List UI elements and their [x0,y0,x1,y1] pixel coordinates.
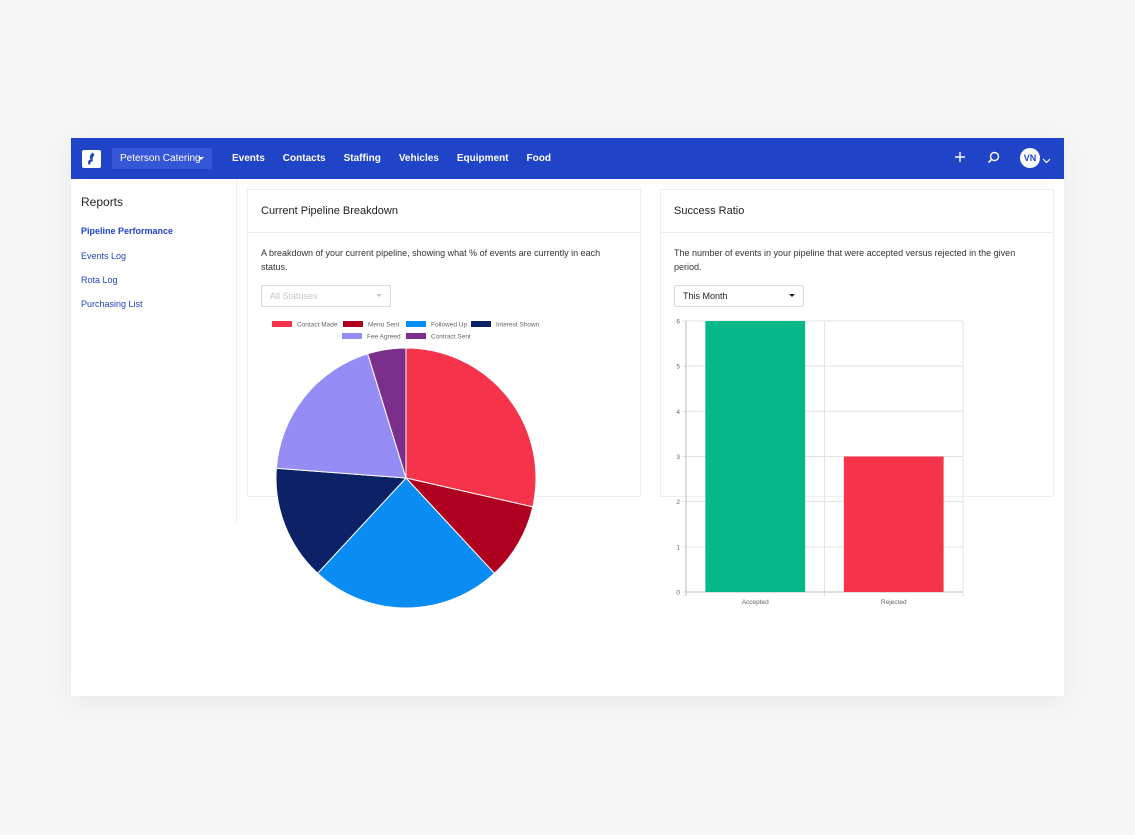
legend-swatch-contact-made[interactable] [272,321,292,327]
x-tick-label-accepted: Accepted [742,599,769,606]
x-tick-label-rejected: Rejected [881,599,907,606]
nav-link-vehicles[interactable]: Vehicles [398,153,439,164]
y-tick-label: 0 [676,590,680,597]
legend-label-followed-up[interactable]: Followed Up [431,322,468,329]
legend-swatch-interest-shown[interactable] [471,321,491,327]
status-filter-select[interactable]: All Statuses [261,285,391,307]
organization-dropdown[interactable]: Peterson Catering [112,148,212,169]
app-logo-icon[interactable] [82,150,101,168]
legend-swatch-menu-sent[interactable] [343,321,363,327]
nav-link-staffing[interactable]: Staffing [343,153,381,164]
sidebar-item-pipeline-performance[interactable]: Pipeline Performance [81,226,174,236]
pie-slice-contact-made[interactable] [405,347,537,508]
success-ratio-bar-chart: 0 1 2 3 4 5 6 Accepted Rejected [676,319,964,606]
y-tick-label: 5 [676,364,680,371]
add-icon[interactable] [954,151,966,165]
sidebar-item-rota-log[interactable]: Rota Log [81,275,118,285]
pie-slice-menu-sent[interactable] [404,477,534,575]
y-tick-label: 1 [676,544,680,551]
nav-link-food[interactable]: Food [526,153,551,164]
search-icon[interactable] [987,151,1000,169]
chevron-down-icon [376,294,382,297]
nav-link-events[interactable]: Events [232,153,265,164]
sidebar-title: Reports [81,195,124,209]
pie-slice-fee-agreed[interactable] [275,353,407,479]
user-avatar[interactable]: VN [1020,148,1040,168]
main-nav: Events Contacts Staffing Vehicles Equipm… [232,138,569,179]
legend-swatch-fee-agreed[interactable] [342,333,362,339]
chevron-down-icon[interactable] [1042,152,1051,170]
status-filter-placeholder: All Statuses [270,291,318,301]
pie-slice-followed-up[interactable] [316,477,496,609]
sidebar-item-events-log[interactable]: Events Log [81,251,127,261]
nav-link-equipment[interactable]: Equipment [456,153,509,164]
legend-label-contract-sent[interactable]: Contract Sent [431,334,471,341]
y-tick-label: 2 [676,499,680,506]
pipeline-card-description: A breakdown of your current pipeline, sh… [261,248,601,272]
sidebar-item-purchasing-list[interactable]: Purchasing List [81,299,143,309]
nav-link-contacts[interactable]: Contacts [282,153,326,164]
chevron-down-icon [198,157,204,160]
legend-label-interest-shown[interactable]: Interest Shown [496,322,540,329]
bar-rejected[interactable] [843,456,944,593]
app-window: Peterson Catering Events Contacts Staffi… [71,138,1064,696]
organization-name: Peterson Catering [120,153,201,164]
period-select-value: This Month [683,291,728,301]
success-card-description: The number of events in your pipeline th… [674,248,1016,272]
pie-slice-contract-sent[interactable] [367,347,407,479]
chevron-down-icon [789,294,795,297]
reports-sidebar: Reports Pipeline Performance Events Log … [71,179,237,524]
top-navbar: Peterson Catering Events Contacts Staffi… [71,138,1064,179]
bar-accepted[interactable] [705,321,806,592]
y-tick-label: 3 [676,454,680,461]
pie-slice-interest-shown[interactable] [275,467,408,575]
legend-swatch-followed-up[interactable] [406,321,426,327]
pipeline-card-title: Current Pipeline Breakdown [248,190,640,233]
success-card-title: Success Ratio [661,190,1053,233]
pipeline-pie-chart: Contact Made Menu Sent Followed Up Interest… [272,321,540,609]
legend-label-menu-sent[interactable]: Menu Sent [368,322,400,329]
legend-label-fee-agreed[interactable]: Fee Agreed [367,334,401,341]
legend-swatch-contract-sent[interactable] [406,333,426,339]
period-select[interactable]: This Month [674,285,804,307]
y-tick-label: 6 [676,319,680,326]
legend-label-contact-made[interactable]: Contact Made [297,322,338,329]
y-tick-label: 4 [676,409,680,416]
